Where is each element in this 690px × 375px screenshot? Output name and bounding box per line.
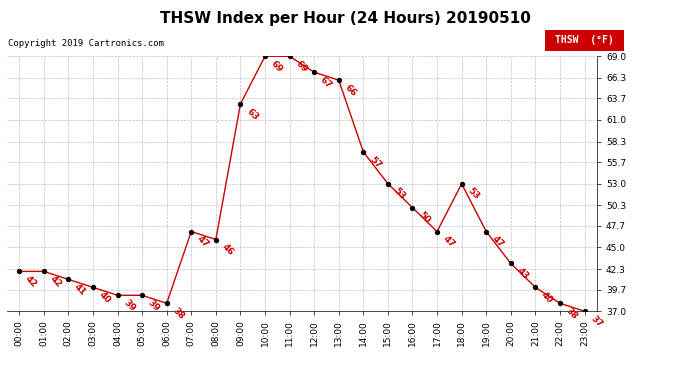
Text: 47: 47 (491, 234, 506, 250)
Text: 42: 42 (23, 274, 39, 290)
Text: THSW Index per Hour (24 Hours) 20190510: THSW Index per Hour (24 Hours) 20190510 (159, 11, 531, 26)
Text: Copyright 2019 Cartronics.com: Copyright 2019 Cartronics.com (8, 39, 164, 48)
Text: THSW  (°F): THSW (°F) (555, 35, 614, 45)
Text: 38: 38 (564, 306, 580, 321)
Point (14, 268, 25, 274)
Point (308, 69, 319, 75)
Text: 69: 69 (294, 59, 309, 74)
Text: 66: 66 (343, 83, 358, 98)
Text: 40: 40 (97, 290, 112, 305)
Point (259, 53, 270, 59)
Text: 46: 46 (220, 242, 235, 258)
Point (407, 205, 418, 211)
Point (112, 292, 123, 298)
Text: 41: 41 (72, 282, 88, 297)
Text: 53: 53 (466, 186, 481, 202)
Text: 50: 50 (417, 210, 432, 225)
Text: 69: 69 (269, 59, 284, 74)
Point (235, 101, 246, 107)
Text: 42: 42 (48, 274, 63, 290)
Text: 67: 67 (318, 75, 334, 90)
Point (63, 276, 74, 282)
Point (210, 237, 221, 243)
Point (579, 308, 590, 314)
Text: 38: 38 (171, 306, 186, 321)
Point (137, 292, 148, 298)
Point (88, 284, 99, 290)
Text: 63: 63 (244, 107, 260, 122)
Point (505, 260, 516, 266)
Text: 43: 43 (515, 266, 531, 282)
Point (431, 228, 442, 235)
Text: 39: 39 (121, 298, 137, 314)
Point (382, 181, 393, 187)
Point (555, 300, 566, 306)
Text: 47: 47 (195, 234, 211, 250)
Text: 47: 47 (441, 234, 457, 250)
Point (333, 77, 344, 83)
Text: 40: 40 (540, 290, 555, 305)
Point (161, 300, 172, 306)
Text: 37: 37 (589, 314, 604, 329)
Point (456, 181, 467, 187)
Text: 39: 39 (146, 298, 161, 314)
Point (358, 149, 369, 155)
Point (530, 284, 541, 290)
Point (284, 53, 295, 59)
Point (38, 268, 49, 274)
Point (481, 228, 492, 235)
Point (186, 228, 197, 235)
Text: 57: 57 (368, 154, 383, 170)
Text: 53: 53 (392, 186, 407, 202)
